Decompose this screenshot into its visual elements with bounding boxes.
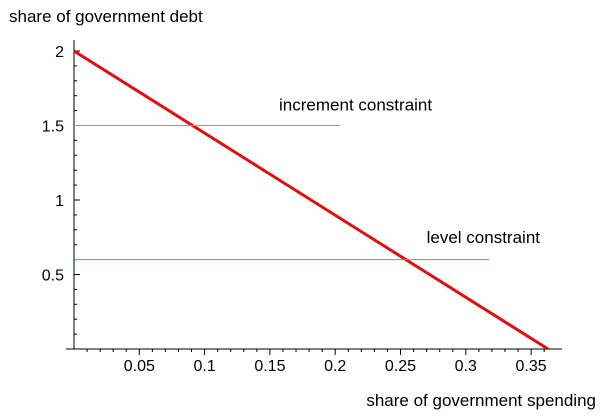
x-axis-title: share of government spending: [366, 391, 596, 410]
y-tick-label: 1: [55, 193, 64, 210]
x-tick-label: 0.1: [193, 358, 215, 375]
x-tick-label: 0.35: [516, 358, 547, 375]
axes: [66, 40, 562, 355]
x-tick-label: 0.2: [324, 358, 346, 375]
y-tick-label: 0.5: [42, 268, 64, 285]
annotations: increment constraint level constraint: [279, 96, 540, 248]
y-tick-label: 1.5: [42, 119, 64, 136]
x-tick-label: 0.25: [385, 358, 416, 375]
level-constraint-label: level constraint: [427, 228, 541, 247]
x-tick-label: 0.05: [124, 358, 155, 375]
y-axis-title: share of government debt: [9, 7, 203, 26]
y-tick-label: 2: [55, 44, 64, 61]
tick-labels: 0.05 0.1 0.15 0.2 0.25 0.3 0.35 0.5 1 1.5 2: [42, 44, 547, 375]
series-layer: [73, 49, 549, 351]
increment-constraint-label: increment constraint: [279, 96, 432, 115]
x-tick-label: 0.3: [455, 358, 477, 375]
budget-line: [73, 49, 549, 351]
x-tick-label: 0.15: [254, 358, 285, 375]
